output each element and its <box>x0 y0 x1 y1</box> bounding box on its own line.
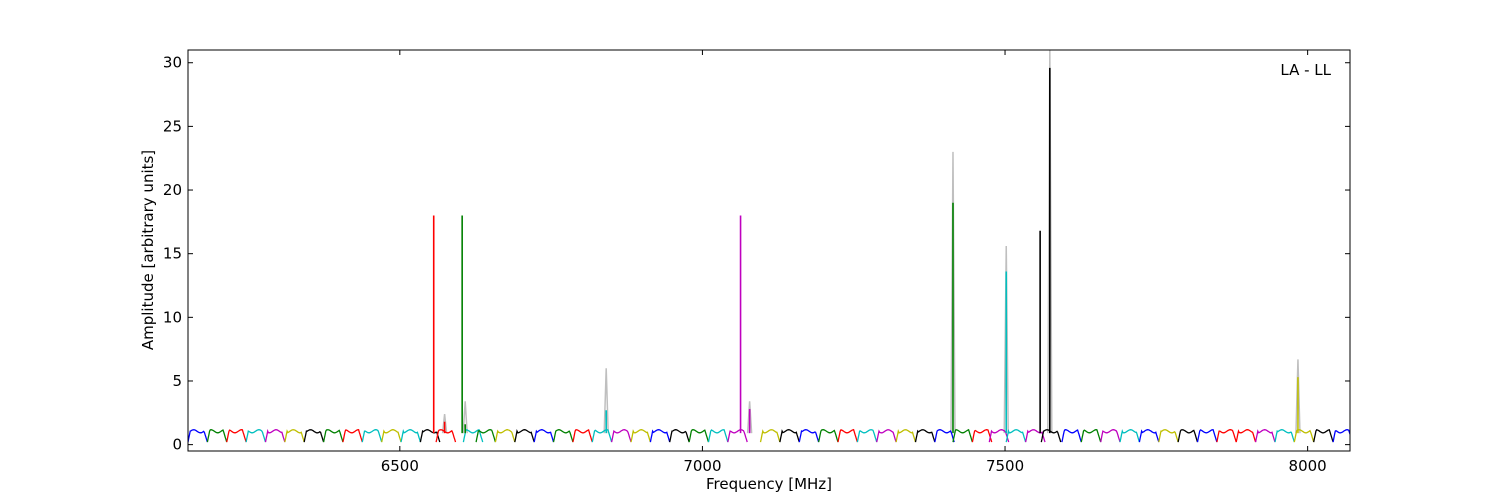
channel-series-line <box>1254 429 1276 443</box>
channel-series-line <box>514 429 535 443</box>
gray-peak-line <box>1003 246 1009 434</box>
channel-series-line <box>707 429 729 443</box>
x-tick-label: 8000 <box>1289 457 1327 475</box>
channel-series-line <box>779 429 800 443</box>
channel-series-line <box>649 429 671 443</box>
channel-series-line <box>988 429 1010 443</box>
channel-series-line <box>1024 429 1046 443</box>
channel-series-line <box>284 429 305 443</box>
y-axis-label: Amplitude [arbitrary units] <box>139 150 157 350</box>
channel-series-line <box>381 429 402 443</box>
channel-series-line <box>1216 429 1237 443</box>
channel-series-line <box>1313 429 1334 443</box>
channel-series-line <box>952 428 974 443</box>
x-axis-label: Frequency [MHz] <box>706 475 832 493</box>
channel-series-line <box>1177 429 1199 443</box>
x-tick-label: 7000 <box>683 457 721 475</box>
plot-background <box>188 50 1350 451</box>
channel-series-line <box>494 429 516 443</box>
channel-series-line <box>572 428 593 443</box>
gray-peak-line <box>441 414 448 434</box>
channel-series-line <box>630 429 652 443</box>
channel-series-line <box>1005 428 1027 443</box>
channel-series-line <box>971 429 993 443</box>
gray-peak-line <box>603 368 609 434</box>
channel-series-line <box>798 429 820 443</box>
channel-series-line <box>1235 429 1257 443</box>
y-axis-ticks: 0 5 10 15 20 25 30 <box>163 54 1350 454</box>
panel-annotation: LA - LL <box>1280 61 1331 79</box>
channel-series-line <box>759 429 781 443</box>
gray-peak-line <box>1295 359 1301 434</box>
channel-series-line <box>591 429 613 443</box>
channel-series-line <box>419 429 441 443</box>
channel-series-line <box>876 429 897 443</box>
channel-series-line <box>226 429 247 443</box>
channel-series-line <box>837 428 859 443</box>
channel-series-line <box>475 429 497 443</box>
channel-series-line <box>1040 429 1062 443</box>
channel-series-line <box>1158 429 1179 443</box>
channel-series-line <box>817 429 839 443</box>
channel-series-line <box>610 429 632 443</box>
channel-series-line <box>727 429 748 443</box>
gray-peak-line <box>950 151 956 434</box>
x-axis-ticks: 6500 7000 7500 8000 <box>381 50 1327 475</box>
channel-series-line <box>400 429 422 443</box>
channel-series-line <box>1138 429 1160 443</box>
channel-series-line <box>895 429 917 443</box>
channel-series-line <box>245 429 267 443</box>
y-tick-label: 30 <box>163 54 182 72</box>
channel-series-line <box>435 429 457 443</box>
channel-series-line <box>1119 429 1141 443</box>
channel-series-line <box>1196 428 1218 443</box>
channel-series-line <box>303 429 325 443</box>
channel-series-line <box>342 428 363 443</box>
channel-series-line <box>264 428 286 443</box>
channel-series-line <box>188 429 209 443</box>
y-tick-label: 20 <box>163 181 182 199</box>
channel-series-line <box>206 429 228 443</box>
gray-peak-line <box>462 401 468 434</box>
x-tick-label: 7500 <box>986 457 1024 475</box>
gray-peak-line <box>1047 50 1053 434</box>
y-tick-label: 15 <box>163 245 182 263</box>
series-layer <box>188 428 1350 443</box>
channel-series-line <box>1080 429 1102 443</box>
channel-series-line <box>361 429 383 443</box>
channel-series-line <box>914 429 936 443</box>
channel-series-line <box>1332 429 1350 443</box>
channel-series-line <box>322 429 344 443</box>
channel-series-line <box>934 429 955 443</box>
plot-frame <box>187 49 1351 452</box>
channel-series-line <box>1061 429 1082 443</box>
channel-series-line <box>669 429 690 443</box>
channel-series-line <box>533 429 555 443</box>
x-tick-label: 6500 <box>381 457 419 475</box>
channel-series-line <box>1274 429 1295 443</box>
y-tick-label: 25 <box>163 117 182 135</box>
channel-series-line <box>552 429 574 443</box>
gray-peak-layer <box>441 50 1301 434</box>
channel-series-line <box>688 429 710 443</box>
y-tick-label: 10 <box>163 308 182 326</box>
y-tick-label: 0 <box>172 436 182 454</box>
channel-series-line <box>856 429 878 443</box>
peak-layer <box>432 67 1299 434</box>
y-tick-label: 5 <box>172 372 182 390</box>
gray-peak-line <box>746 401 753 434</box>
channel-series-line <box>1100 429 1121 443</box>
